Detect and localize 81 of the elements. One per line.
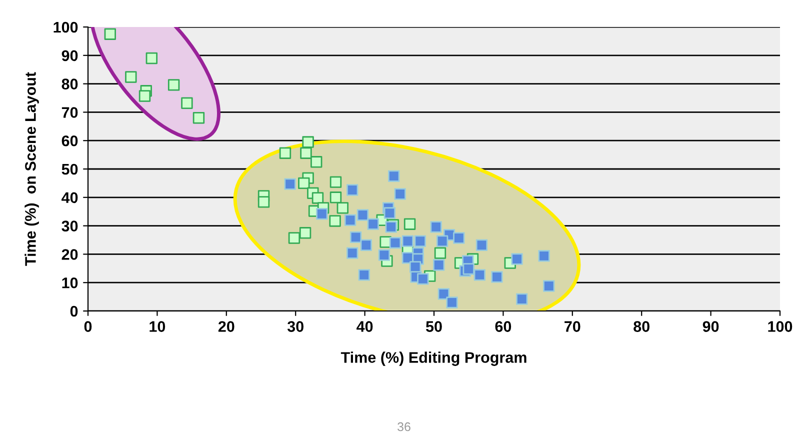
- y-tick-label: 90: [62, 50, 78, 62]
- point: [358, 269, 370, 281]
- point: [491, 271, 503, 283]
- point: [404, 218, 416, 230]
- point: [402, 235, 414, 247]
- point: [378, 249, 390, 261]
- point: [104, 28, 116, 40]
- x-tick-label: 20: [218, 321, 234, 332]
- point: [388, 170, 400, 182]
- point: [329, 215, 341, 227]
- point: [344, 214, 356, 226]
- point: [384, 207, 396, 219]
- y-tick-label: 60: [62, 135, 78, 146]
- x-tick-label: 10: [150, 321, 166, 332]
- point: [389, 236, 402, 249]
- point: [288, 232, 300, 244]
- point: [436, 235, 448, 247]
- x-tick-label: 30: [287, 321, 304, 332]
- point: [181, 97, 193, 109]
- point: [279, 147, 292, 159]
- point: [346, 247, 358, 259]
- point: [346, 184, 358, 196]
- point: [414, 235, 426, 247]
- x-tick-label: 70: [564, 321, 580, 332]
- text: 36: [398, 422, 410, 432]
- y-tick-label: 80: [62, 78, 78, 90]
- point: [330, 192, 342, 204]
- point: [350, 231, 362, 244]
- point: [516, 293, 528, 305]
- point: [511, 253, 523, 265]
- y-tick-label: 100: [54, 22, 78, 33]
- point: [146, 52, 158, 64]
- x-tick-label: 40: [356, 321, 373, 332]
- point: [367, 218, 379, 230]
- point: [330, 176, 342, 188]
- point: [192, 112, 205, 124]
- x-tick-label: 0: [84, 321, 92, 332]
- point: [462, 263, 474, 275]
- point: [125, 71, 137, 83]
- y-tick-label: 10: [62, 277, 78, 288]
- point: [446, 296, 458, 308]
- point: [300, 147, 312, 159]
- point: [336, 202, 348, 214]
- point: [284, 178, 296, 190]
- x-axis-title: Time (%) Editing Program: [340, 352, 526, 366]
- y-tick-label: 30: [62, 220, 78, 232]
- point: [476, 239, 488, 251]
- y-tick-label: 50: [62, 164, 78, 175]
- y-tick-label: 70: [62, 107, 78, 118]
- point: [310, 156, 322, 168]
- point: [543, 280, 555, 292]
- point: [360, 239, 372, 251]
- point: [474, 269, 486, 281]
- y-tick-label: 40: [62, 192, 78, 204]
- y-tick-label: 0: [70, 306, 78, 317]
- point: [299, 227, 312, 239]
- x-tick-label: 90: [702, 321, 719, 332]
- point: [312, 192, 324, 204]
- point: [302, 136, 314, 148]
- point: [434, 247, 446, 259]
- point: [168, 79, 180, 91]
- point: [394, 188, 406, 200]
- x-tick-label: 60: [495, 321, 512, 332]
- point: [453, 232, 465, 244]
- point: [138, 90, 151, 102]
- point: [538, 250, 550, 262]
- point: [433, 259, 445, 271]
- point: [438, 288, 450, 300]
- point: [298, 177, 310, 190]
- x-tick-label: 80: [634, 321, 650, 332]
- y-axis-title: Time (%) on Scene Layout: [24, 72, 39, 266]
- point: [258, 196, 270, 208]
- x-tick-label: 100: [768, 321, 792, 332]
- point: [430, 221, 442, 233]
- x-tick-label: 50: [426, 321, 442, 332]
- point: [385, 221, 397, 233]
- y-tick-label: 20: [62, 249, 78, 260]
- point: [356, 209, 369, 221]
- point: [316, 208, 328, 220]
- point: [417, 273, 429, 285]
- point: [380, 236, 392, 248]
